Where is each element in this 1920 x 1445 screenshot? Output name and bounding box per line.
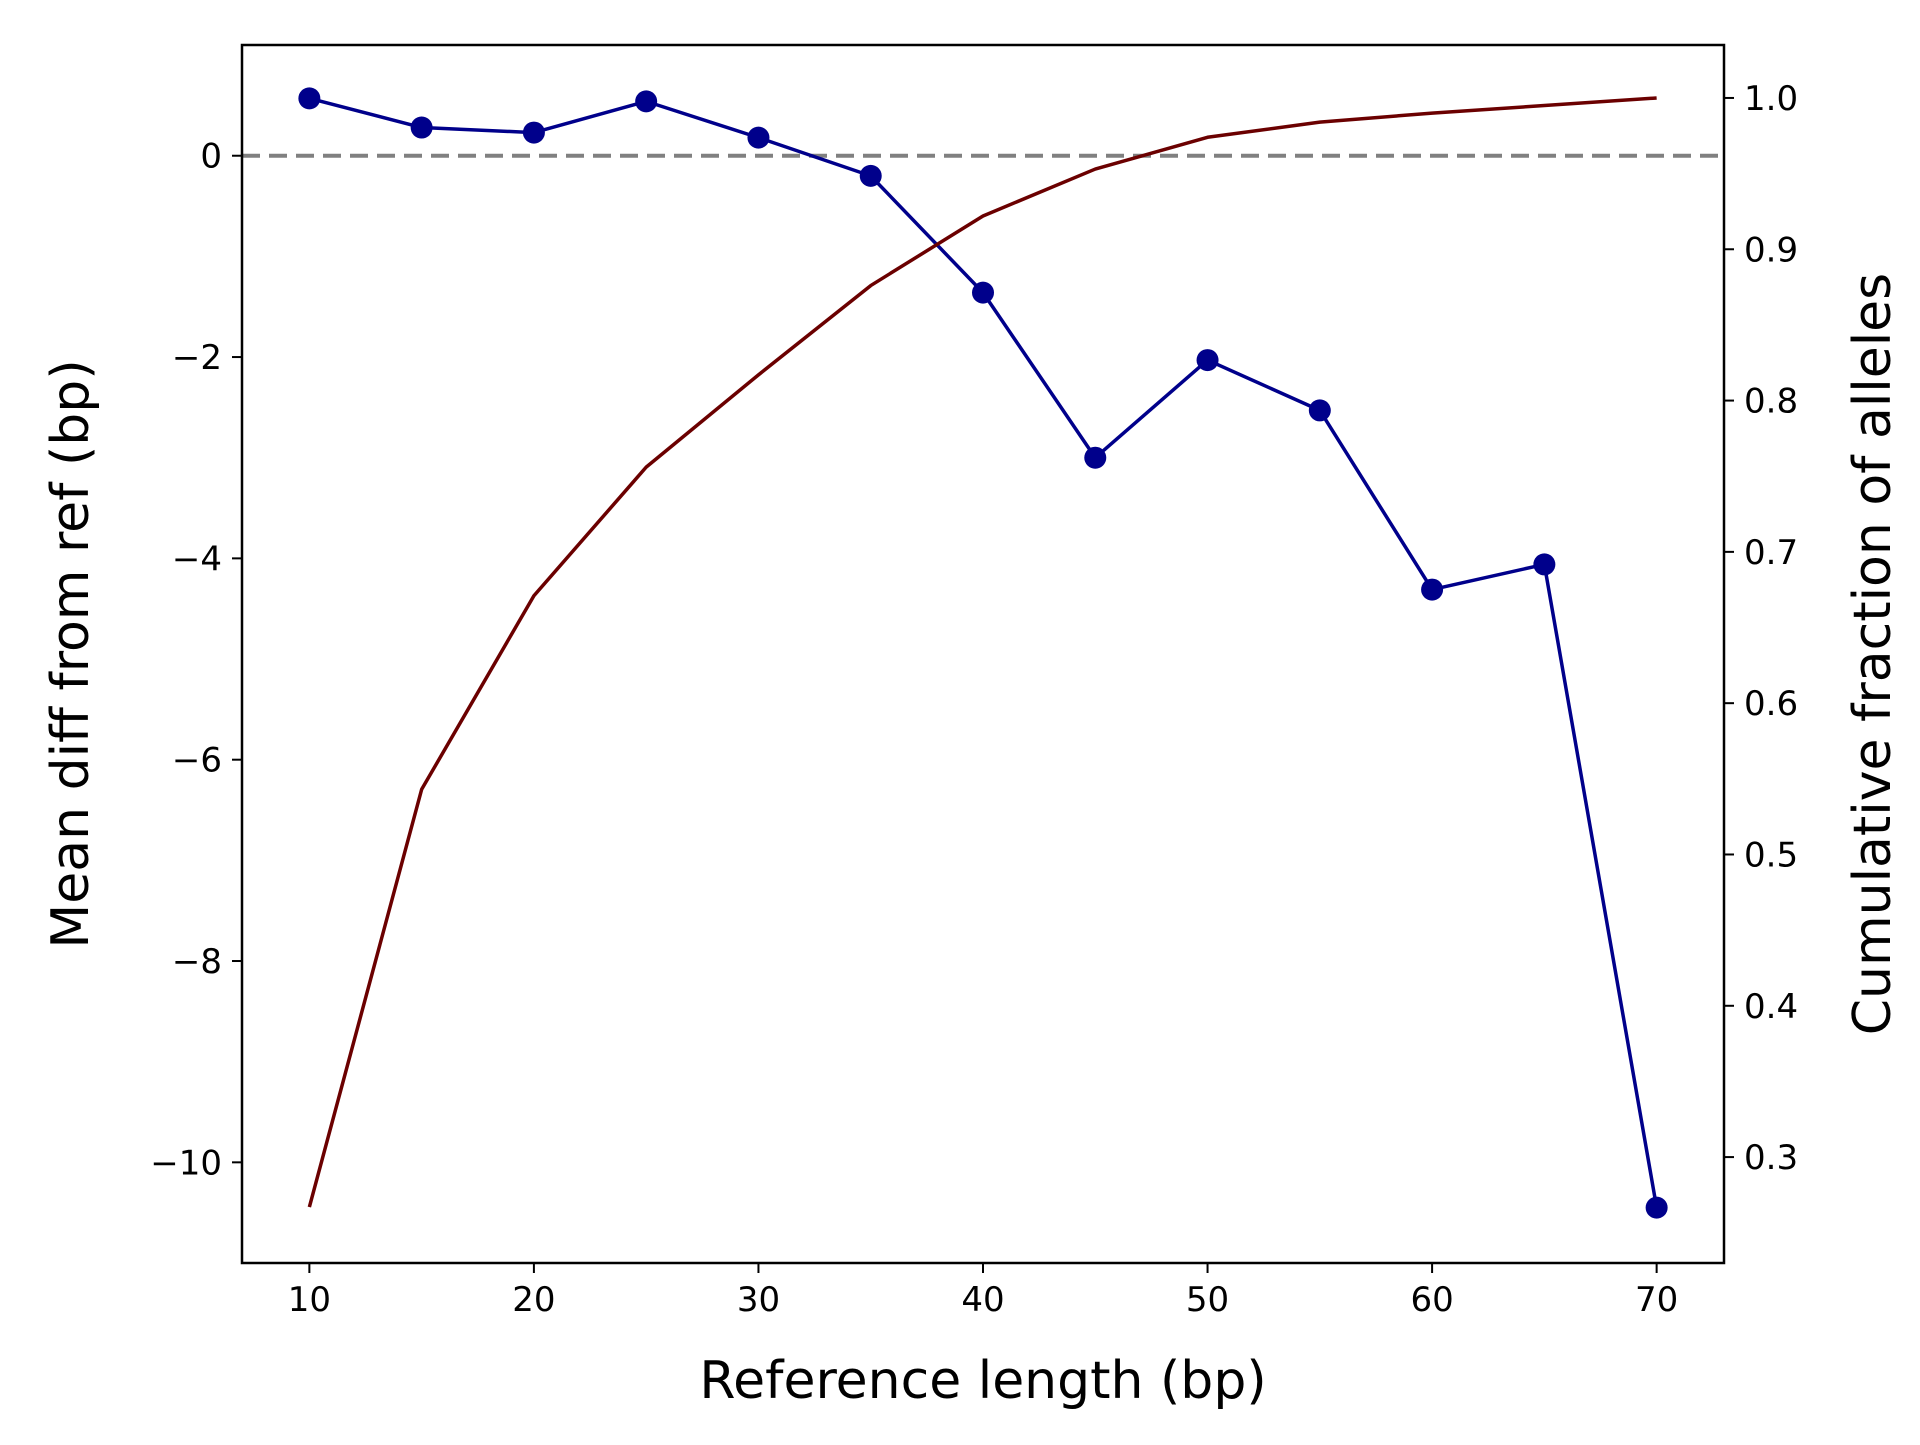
y-left-tick-label: −2 (172, 338, 222, 378)
y-axis-right-title: Cumulative fraction of alleles (1843, 273, 1903, 1036)
y-right-tick-label: 0.8 (1744, 382, 1798, 422)
y-right-tick-label: 1.0 (1744, 79, 1798, 119)
series-line-2-right (307, 96, 1657, 1208)
y-left-tick-label: −8 (172, 942, 222, 982)
data-point-x45 (1084, 446, 1107, 469)
y-right-tick-label: 0.7 (1744, 533, 1798, 573)
y-left-tick-label: −6 (172, 741, 222, 781)
data-point-x55 (1308, 399, 1331, 422)
y-right-tick-label: 0.3 (1744, 1138, 1798, 1178)
x-tick-label: 70 (1635, 1280, 1678, 1320)
x-tick-label: 30 (737, 1280, 780, 1320)
x-tick-label: 60 (1410, 1280, 1453, 1320)
x-tick-label: 40 (961, 1280, 1004, 1320)
data-point-x50 (1196, 349, 1219, 372)
data-point-x15 (410, 116, 433, 139)
data-point-x60 (1421, 578, 1444, 601)
data-point-x35 (859, 164, 882, 187)
y-left-tick-label: −4 (172, 539, 222, 579)
y-axis-right: 1.0 0.9 0.8 0.7 0.6 0.5 0.4 0.3 (1724, 79, 1798, 1178)
x-axis: 10 20 30 40 50 60 70 (288, 1263, 1678, 1320)
y-left-tick-label: −10 (150, 1143, 222, 1183)
y-right-tick-label: 0.9 (1744, 230, 1798, 270)
y-axis-left-title: Mean diff from ref (bp) (41, 359, 101, 948)
y-left-tick-label: 0 (200, 137, 222, 177)
x-tick-label: 10 (288, 1280, 331, 1320)
data-point-x30 (747, 126, 770, 149)
x-axis-title: Reference length (bp) (699, 1351, 1266, 1411)
data-point-x20 (522, 121, 545, 144)
data-point-x10 (298, 87, 321, 110)
x-tick-label: 50 (1186, 1280, 1229, 1320)
x-tick-label: 20 (512, 1280, 555, 1320)
data-point-x65 (1533, 553, 1556, 576)
y-right-tick-label: 0.6 (1744, 684, 1798, 724)
data-point-x70 (1645, 1196, 1668, 1219)
y-axis-left: 0 −2 −4 −6 −8 −10 (150, 137, 242, 1183)
data-point-x40 (972, 281, 994, 304)
y-right-tick-label: 0.5 (1744, 835, 1798, 875)
data-point-x25 (635, 90, 658, 113)
y-right-tick-label: 0.4 (1744, 987, 1798, 1027)
series-layer (298, 87, 1668, 1219)
